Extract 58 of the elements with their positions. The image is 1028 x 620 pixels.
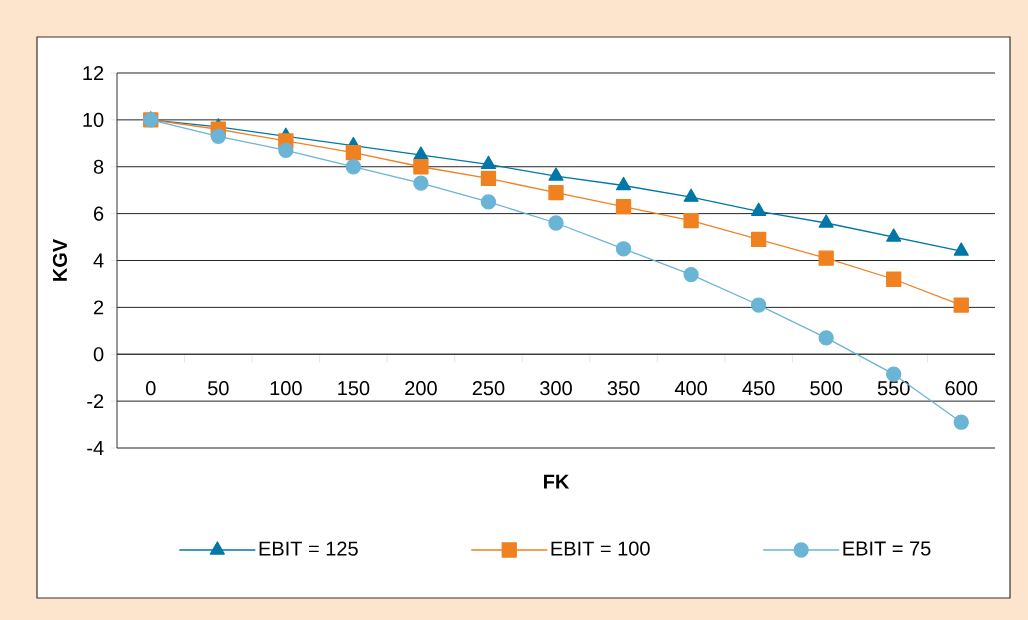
legend-label: EBIT = 100 bbox=[551, 541, 650, 556]
point bbox=[413, 175, 429, 191]
point bbox=[818, 330, 834, 346]
point bbox=[886, 366, 902, 382]
x-tick-label: 450 bbox=[742, 381, 775, 396]
point bbox=[750, 297, 767, 313]
y-tick-label: -4 bbox=[87, 441, 104, 455]
point bbox=[615, 241, 632, 257]
point bbox=[413, 146, 429, 160]
point bbox=[480, 155, 497, 170]
point bbox=[548, 167, 564, 181]
point bbox=[886, 271, 902, 287]
y-tick-label: 8 bbox=[93, 159, 104, 174]
x-tick-label: 400 bbox=[674, 381, 707, 396]
point bbox=[683, 188, 699, 202]
x-tick-label: 50 bbox=[207, 381, 229, 396]
y-tick-label: 2 bbox=[94, 300, 104, 315]
point bbox=[818, 214, 834, 228]
point bbox=[548, 184, 564, 201]
point bbox=[683, 213, 699, 229]
point bbox=[750, 231, 767, 248]
point bbox=[278, 142, 294, 158]
point bbox=[683, 266, 699, 283]
x-tick-label: 100 bbox=[270, 381, 302, 396]
y-tick-label: 0 bbox=[93, 347, 104, 362]
x-tick-label: 150 bbox=[338, 381, 370, 396]
point bbox=[751, 202, 767, 216]
y-tick-label: 4 bbox=[93, 253, 104, 268]
x-axis-title: FK bbox=[544, 474, 570, 489]
point bbox=[210, 128, 226, 144]
point bbox=[953, 242, 969, 256]
x-tick-label: 200 bbox=[405, 381, 437, 396]
x-tick-label: 600 bbox=[945, 381, 978, 396]
x-tick-label: 550 bbox=[877, 381, 910, 396]
y-tick-label: 10 bbox=[83, 112, 104, 127]
y-tick-label: 12 bbox=[83, 66, 104, 80]
point bbox=[345, 145, 362, 161]
point bbox=[818, 250, 834, 266]
x-tick-label: 250 bbox=[472, 381, 505, 396]
point bbox=[413, 159, 429, 175]
y-tick-label: 6 bbox=[94, 206, 104, 221]
x-tick-label: 500 bbox=[810, 381, 843, 396]
y-axis-title: KGV bbox=[52, 238, 68, 281]
y-tick-label: -2 bbox=[87, 394, 104, 409]
point bbox=[886, 228, 902, 242]
point bbox=[615, 176, 632, 191]
legend-label: EBIT = 125 bbox=[259, 541, 358, 556]
point bbox=[953, 297, 969, 313]
x-tick-label: 0 bbox=[145, 381, 156, 396]
point bbox=[345, 159, 362, 175]
point bbox=[480, 170, 497, 187]
point bbox=[615, 198, 632, 215]
x-tick-label: 350 bbox=[607, 381, 640, 396]
x-tick-label: 300 bbox=[540, 381, 572, 396]
point bbox=[548, 215, 564, 231]
point bbox=[480, 194, 497, 210]
legend-label: EBIT = 75 bbox=[843, 541, 931, 556]
point bbox=[953, 414, 969, 430]
